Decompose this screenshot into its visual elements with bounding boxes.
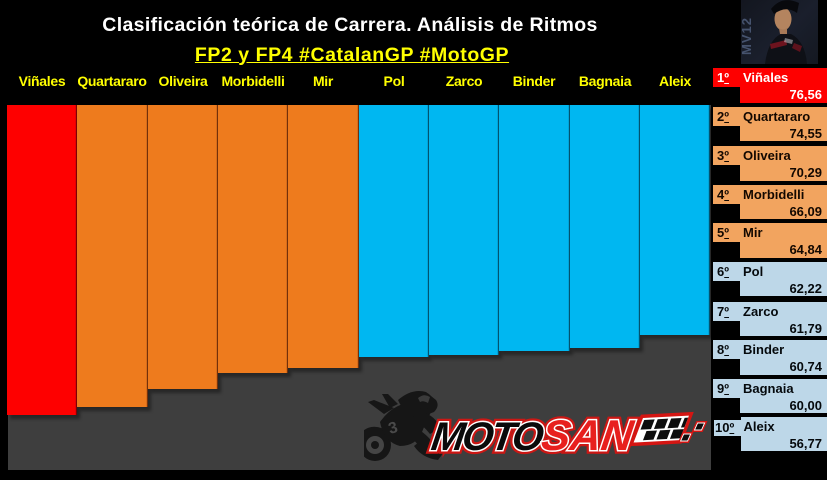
svg-text:SAN: SAN	[539, 412, 637, 460]
svg-text:SAN: SAN	[539, 412, 637, 460]
svg-text:MOTO: MOTO	[429, 414, 547, 459]
svg-text:MV12: MV12	[741, 17, 754, 55]
svg-text:MOTO: MOTO	[429, 414, 547, 459]
svg-text:3: 3	[387, 419, 400, 438]
